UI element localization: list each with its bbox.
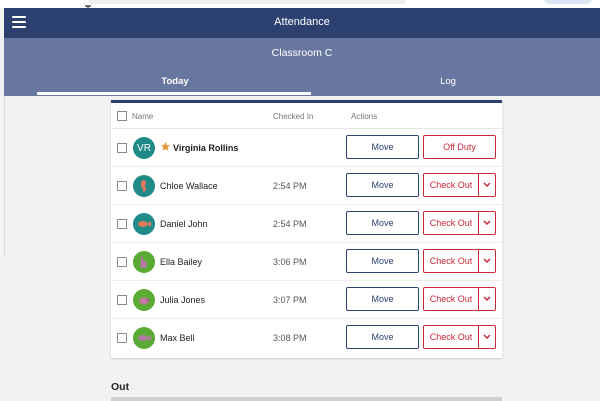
- app-title: Attendance: [274, 16, 330, 28]
- person-name: Ella Bailey: [160, 257, 203, 267]
- table-row: Ella Bailey 3:06 PM Move Check Out: [111, 243, 502, 281]
- person-name: Max Bell: [160, 333, 195, 343]
- off-duty-button[interactable]: Off Duty: [423, 135, 496, 159]
- tab-log[interactable]: Log: [440, 76, 456, 87]
- check-out-dropdown[interactable]: [478, 211, 496, 235]
- table-row: VR Virginia Rollins Move Off Duty: [111, 129, 502, 167]
- row-checkbox[interactable]: [117, 257, 127, 267]
- row-checkbox[interactable]: [117, 181, 127, 191]
- person-name: Chloe Wallace: [160, 181, 218, 191]
- move-button[interactable]: Move: [346, 325, 419, 349]
- avatar-initials: VR: [137, 142, 151, 154]
- check-out-dropdown[interactable]: [478, 249, 496, 273]
- chevron-down-icon: [483, 182, 491, 188]
- table-row: Julia Jones 3:07 PM Move Check Out: [111, 281, 502, 319]
- checked-in-time: 2:54 PM: [273, 181, 307, 191]
- rabbit-icon: [140, 256, 147, 268]
- classroom-header: Classroom C Today Log: [4, 38, 600, 96]
- check-out-dropdown[interactable]: [478, 173, 496, 197]
- out-section-bar: [111, 397, 502, 401]
- table-header: Name Checked In Actions: [111, 103, 502, 129]
- checked-in-time: 2:54 PM: [273, 219, 307, 229]
- avatar: [133, 289, 155, 311]
- chevron-down-icon: [483, 258, 491, 264]
- classroom-name: Classroom C: [271, 47, 333, 59]
- person-name: Julia Jones: [160, 295, 206, 305]
- checked-in-time: 3:06 PM: [273, 257, 307, 267]
- column-header-name: Name: [132, 112, 154, 121]
- check-out-button[interactable]: Check Out: [423, 173, 479, 197]
- avatar: [133, 213, 155, 235]
- attendance-table: Name Checked In Actions VR Virginia Roll…: [111, 100, 502, 358]
- row-checkbox[interactable]: [117, 333, 127, 343]
- star-icon: [160, 141, 171, 151]
- check-out-dropdown[interactable]: [478, 287, 496, 311]
- fish-icon: [138, 335, 151, 341]
- column-header-checked-in: Checked In: [273, 112, 314, 121]
- avatar: [133, 251, 155, 273]
- chevron-down-icon: [483, 296, 491, 302]
- person-name: Virginia Rollins: [173, 143, 239, 153]
- select-all-checkbox[interactable]: [117, 111, 127, 121]
- out-section-title: Out: [111, 381, 130, 393]
- active-tab-indicator: [37, 92, 311, 95]
- avatar: [133, 175, 155, 197]
- person-name: Daniel John: [160, 219, 208, 229]
- avatar: [133, 327, 155, 349]
- pig-icon: [139, 297, 150, 305]
- move-button[interactable]: Move: [346, 287, 419, 311]
- move-button[interactable]: Move: [346, 135, 419, 159]
- check-out-button[interactable]: Check Out: [423, 287, 479, 311]
- address-bar[interactable]: [88, 0, 406, 4]
- checked-in-time: 3:08 PM: [273, 333, 307, 343]
- check-out-button[interactable]: Check Out: [423, 211, 479, 235]
- check-out-button[interactable]: Check Out: [423, 249, 479, 273]
- check-out-dropdown[interactable]: [478, 325, 496, 349]
- app-bar: Attendance: [4, 8, 600, 38]
- row-checkbox[interactable]: [117, 295, 127, 305]
- table-row: Daniel John 2:54 PM Move Check Out: [111, 205, 502, 243]
- chevron-down-icon: [483, 220, 491, 226]
- browser-chrome: [0, 0, 600, 8]
- move-button[interactable]: Move: [346, 249, 419, 273]
- hamburger-icon[interactable]: [12, 16, 26, 28]
- browser-profile-pill[interactable]: [544, 0, 592, 4]
- chevron-down-icon: [483, 334, 491, 340]
- row-checkbox[interactable]: [117, 219, 127, 229]
- tab-today[interactable]: Today: [161, 76, 189, 87]
- row-checkbox[interactable]: [117, 143, 127, 153]
- check-out-button[interactable]: Check Out: [423, 325, 479, 349]
- table-row: Chloe Wallace 2:54 PM Move Check Out: [111, 167, 502, 205]
- move-button[interactable]: Move: [346, 173, 419, 197]
- fish-icon: [138, 221, 151, 227]
- divider: [4, 96, 5, 256]
- avatar: VR: [133, 137, 155, 159]
- table-row: Max Bell 3:08 PM Move Check Out: [111, 319, 502, 357]
- seahorse-icon: [141, 180, 147, 192]
- checked-in-time: 3:07 PM: [273, 295, 307, 305]
- column-header-actions: Actions: [351, 112, 378, 121]
- move-button[interactable]: Move: [346, 211, 419, 235]
